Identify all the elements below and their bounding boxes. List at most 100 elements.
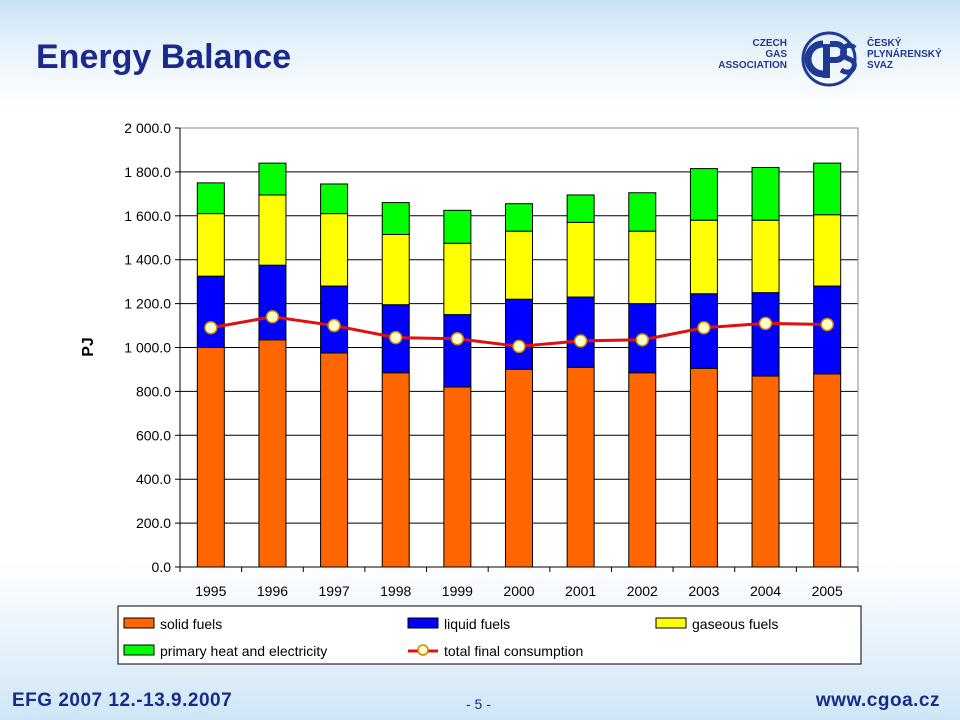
bar-segment-gaseous-fuels-2002 bbox=[628, 230, 657, 305]
bar-segment-primary-heat-and-electricity-1998 bbox=[381, 202, 410, 235]
bar-segment-gaseous-fuels-2001 bbox=[566, 221, 595, 298]
logo-right-text: ČESKÝ PLYNÁRENSKÝ SVAZ bbox=[867, 38, 947, 71]
consumption-point-1999 bbox=[450, 331, 465, 346]
footer-event-text: EFG 2007 12.-13.9.2007 bbox=[12, 690, 233, 711]
bar-segment-solid-fuels-2002 bbox=[628, 372, 657, 568]
consumption-point-2005 bbox=[820, 317, 834, 332]
bar-segment-gaseous-fuels-1998 bbox=[381, 233, 410, 306]
bar-segment-solid-fuels-1996 bbox=[258, 339, 287, 568]
header-background bbox=[0, 0, 960, 110]
y-tick-label: 1 000.0 bbox=[124, 340, 171, 356]
bar-segment-solid-fuels-1998 bbox=[381, 372, 410, 568]
logo-left-line-2: GAS bbox=[765, 49, 787, 60]
bar-segment-liquid-fuels-2004 bbox=[751, 292, 780, 377]
consumption-point-1996 bbox=[265, 310, 280, 324]
bar-segment-primary-heat-and-electricity-2002 bbox=[628, 192, 657, 232]
bar-segment-primary-heat-and-electricity-2000 bbox=[505, 203, 533, 232]
bar-segment-primary-heat-and-electricity-1999 bbox=[443, 209, 472, 244]
bar-segment-liquid-fuels-1996 bbox=[258, 264, 287, 341]
consumption-point-2004 bbox=[758, 316, 773, 331]
page-title: Energy Balance bbox=[36, 38, 292, 76]
legend-label: gaseous fuels bbox=[692, 616, 778, 632]
consumption-point-1995 bbox=[204, 320, 218, 335]
legend-swatch bbox=[123, 617, 155, 629]
y-tick-label: 1 200.0 bbox=[124, 296, 171, 312]
legend-swatch bbox=[123, 644, 155, 656]
bar-segment-primary-heat-and-electricity-2003 bbox=[689, 168, 718, 221]
bar-segment-gaseous-fuels-2000 bbox=[505, 230, 533, 300]
consumption-point-1998 bbox=[388, 330, 403, 345]
bar-segment-gaseous-fuels-1997 bbox=[320, 213, 349, 287]
y-tick-label: 1 400.0 bbox=[124, 252, 171, 268]
bar-segment-liquid-fuels-2000 bbox=[505, 298, 533, 370]
bar-segment-solid-fuels-2004 bbox=[751, 375, 780, 568]
footer-website-link[interactable]: www.cgoa.cz bbox=[815, 690, 940, 711]
bar-segment-solid-fuels-1995 bbox=[196, 347, 225, 568]
x-tick-label: 2001 bbox=[565, 583, 596, 599]
legend-box bbox=[117, 605, 862, 665]
logo-right-line-1: ČESKÝ bbox=[867, 38, 902, 49]
consumption-point-2001 bbox=[573, 334, 588, 348]
bar-segment-solid-fuels-2003 bbox=[689, 367, 718, 568]
stacked-bars bbox=[196, 162, 842, 568]
bar-segment-gaseous-fuels-1999 bbox=[443, 242, 472, 316]
logo-right-line-2: PLYNÁRENSKÝ bbox=[867, 49, 942, 60]
logo-left-line-3: ASSOCIATION bbox=[718, 60, 787, 71]
legend-marker bbox=[417, 644, 429, 656]
y-tick-label: 600.0 bbox=[136, 427, 171, 443]
consumption-point-2002 bbox=[635, 333, 650, 347]
bar-segment-liquid-fuels-1995 bbox=[196, 275, 225, 349]
cps-logo-mark-icon bbox=[801, 31, 857, 87]
consumption-point-2000 bbox=[512, 339, 526, 354]
bar-segment-primary-heat-and-electricity-1997 bbox=[320, 183, 349, 215]
logo-left-text: CZECH GAS ASSOCIATION bbox=[715, 38, 787, 71]
legend-label: total final consumption bbox=[444, 643, 583, 659]
association-logo: CZECH GAS ASSOCIATION ČESKÝ PLYNÁRENSKÝ … bbox=[715, 30, 945, 88]
bar-segment-primary-heat-and-electricity-1996 bbox=[258, 162, 287, 196]
x-tick-label: 2002 bbox=[627, 583, 658, 599]
bar-segment-gaseous-fuels-2003 bbox=[689, 219, 718, 295]
y-tick-label: 400.0 bbox=[136, 471, 171, 487]
bar-segment-solid-fuels-1997 bbox=[320, 352, 349, 568]
bar-segment-solid-fuels-2005 bbox=[813, 373, 842, 568]
chart-legend: solid fuels liquid fuels gaseous fuels prim… bbox=[117, 605, 862, 665]
bar-segment-gaseous-fuels-1995 bbox=[196, 213, 225, 277]
bar-segment-gaseous-fuels-2004 bbox=[751, 219, 780, 294]
axes: 0.0 200.0 400.0 600.0 800.0 1 000.0 1 200.0 1 4… bbox=[124, 120, 859, 599]
bar-segment-solid-fuels-1999 bbox=[443, 386, 472, 568]
x-tick-label: 1997 bbox=[319, 583, 350, 599]
y-tick-label: 200.0 bbox=[136, 515, 171, 531]
consumption-point-1997 bbox=[327, 318, 341, 333]
x-tick-label: 1996 bbox=[257, 583, 288, 599]
x-tick-label: 1998 bbox=[380, 583, 411, 599]
bar-segment-solid-fuels-2001 bbox=[566, 366, 595, 568]
bar-segment-primary-heat-and-electricity-2005 bbox=[813, 162, 842, 216]
y-tick-label: 0.0 bbox=[152, 559, 172, 575]
legend-label: primary heat and electricity bbox=[160, 643, 327, 659]
bar-segment-gaseous-fuels-1996 bbox=[258, 194, 287, 266]
consumption-point-2003 bbox=[697, 320, 711, 335]
y-tick-label: 2 000.0 bbox=[124, 120, 171, 136]
y-tick-label: 800.0 bbox=[136, 383, 171, 399]
page-number: - 5 - bbox=[466, 696, 491, 712]
bar-segment-liquid-fuels-2001 bbox=[566, 296, 595, 368]
y-tick-label: 1 800.0 bbox=[124, 164, 171, 180]
legend-label: solid fuels bbox=[160, 616, 222, 632]
x-tick-label: 2000 bbox=[503, 583, 534, 599]
x-tick-label: 1995 bbox=[195, 583, 226, 599]
bar-segment-primary-heat-and-electricity-1995 bbox=[196, 182, 225, 215]
legend-swatch bbox=[655, 617, 687, 629]
y-tick-label: 1 600.0 bbox=[124, 208, 171, 224]
legend-label: liquid fuels bbox=[444, 616, 510, 632]
bar-segment-primary-heat-and-electricity-2004 bbox=[751, 167, 780, 221]
x-tick-label: 2004 bbox=[750, 583, 781, 599]
bar-segment-primary-heat-and-electricity-2001 bbox=[566, 194, 595, 223]
bar-segment-solid-fuels-2000 bbox=[505, 368, 533, 568]
legend-swatch bbox=[407, 617, 439, 629]
logo-right-line-3: SVAZ bbox=[867, 60, 893, 71]
bar-segment-gaseous-fuels-2005 bbox=[813, 214, 842, 287]
x-tick-label: 2005 bbox=[812, 583, 843, 599]
x-tick-label: 1999 bbox=[442, 583, 473, 599]
y-axis-title: PJ bbox=[80, 337, 97, 357]
